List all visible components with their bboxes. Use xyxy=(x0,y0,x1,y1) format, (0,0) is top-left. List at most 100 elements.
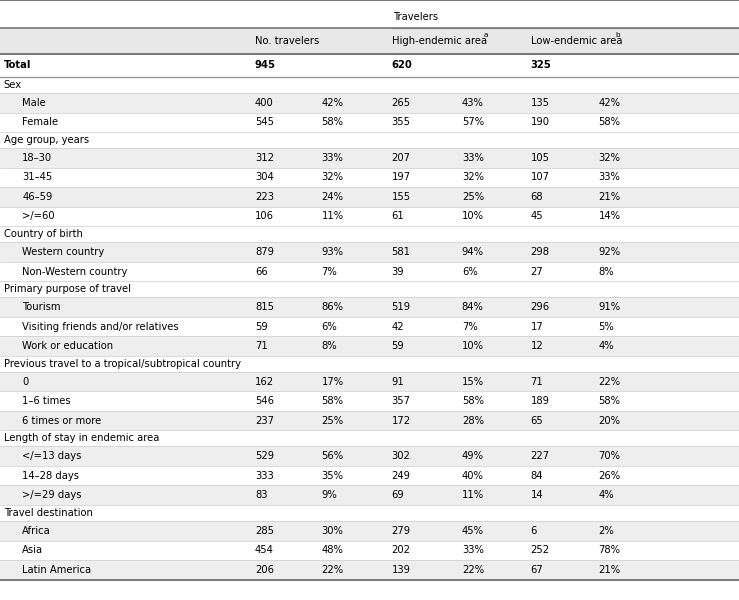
Text: Tourism: Tourism xyxy=(22,302,61,312)
Text: 106: 106 xyxy=(255,211,274,221)
Text: High-endemic area: High-endemic area xyxy=(392,36,487,46)
Text: 249: 249 xyxy=(392,471,411,481)
Text: 43%: 43% xyxy=(462,98,484,108)
Bar xyxy=(0,485,739,505)
Text: 197: 197 xyxy=(392,172,411,182)
Text: 92%: 92% xyxy=(599,247,621,257)
Text: 155: 155 xyxy=(392,192,411,202)
Text: 30%: 30% xyxy=(321,526,344,536)
Text: Age group, years: Age group, years xyxy=(4,135,89,145)
Text: 26%: 26% xyxy=(599,471,621,481)
Text: 42: 42 xyxy=(392,322,404,332)
Text: Visiting friends and/or relatives: Visiting friends and/or relatives xyxy=(22,322,179,332)
Text: 14: 14 xyxy=(531,490,543,500)
Text: 58%: 58% xyxy=(321,118,344,127)
Bar xyxy=(0,113,739,132)
Text: 20%: 20% xyxy=(599,416,621,425)
Text: 35%: 35% xyxy=(321,471,344,481)
Text: 93%: 93% xyxy=(321,247,344,257)
Text: 207: 207 xyxy=(392,153,411,163)
Text: 24%: 24% xyxy=(321,192,344,202)
Text: 45: 45 xyxy=(531,211,543,221)
Text: 46–59: 46–59 xyxy=(22,192,52,202)
Text: 15%: 15% xyxy=(462,377,484,386)
Bar xyxy=(0,356,739,372)
Text: 22%: 22% xyxy=(462,565,484,575)
Text: 206: 206 xyxy=(255,565,274,575)
Text: 70%: 70% xyxy=(599,451,621,461)
Text: Female: Female xyxy=(22,118,58,127)
Text: 14%: 14% xyxy=(599,211,621,221)
Text: Total: Total xyxy=(4,61,31,70)
Text: 2%: 2% xyxy=(599,526,614,536)
Text: 91: 91 xyxy=(392,377,404,386)
Text: 162: 162 xyxy=(255,377,274,386)
Text: Work or education: Work or education xyxy=(22,341,113,351)
Text: Primary purpose of travel: Primary purpose of travel xyxy=(4,284,131,294)
Text: 71: 71 xyxy=(255,341,268,351)
Bar xyxy=(0,505,739,521)
Text: 42%: 42% xyxy=(599,98,621,108)
Text: 9%: 9% xyxy=(321,490,337,500)
Text: 22%: 22% xyxy=(321,565,344,575)
Text: 58%: 58% xyxy=(321,396,344,406)
Text: 14–28 days: 14–28 days xyxy=(22,471,79,481)
Text: </=13 days: </=13 days xyxy=(22,451,81,461)
Text: No. travelers: No. travelers xyxy=(255,36,319,46)
Bar xyxy=(0,521,739,541)
Bar xyxy=(0,541,739,560)
Bar xyxy=(0,28,739,53)
Bar xyxy=(0,206,739,226)
Text: 59: 59 xyxy=(255,322,268,332)
Text: 78%: 78% xyxy=(599,545,621,556)
Text: 33%: 33% xyxy=(599,172,621,182)
Text: 519: 519 xyxy=(392,302,411,312)
Text: 227: 227 xyxy=(531,451,550,461)
Bar xyxy=(0,242,739,262)
Text: 237: 237 xyxy=(255,416,274,425)
Bar xyxy=(0,77,739,93)
Text: 5%: 5% xyxy=(599,322,614,332)
Bar xyxy=(0,148,739,167)
Text: 4%: 4% xyxy=(599,490,614,500)
Text: 0: 0 xyxy=(22,377,28,386)
Text: 252: 252 xyxy=(531,545,550,556)
Text: 8%: 8% xyxy=(599,266,614,277)
Text: 8%: 8% xyxy=(321,341,337,351)
Text: 279: 279 xyxy=(392,526,411,536)
Text: 355: 355 xyxy=(392,118,411,127)
Text: 7%: 7% xyxy=(462,322,477,332)
Text: 25%: 25% xyxy=(462,192,484,202)
Text: 33%: 33% xyxy=(462,153,484,163)
Text: 58%: 58% xyxy=(599,118,621,127)
Text: 945: 945 xyxy=(255,61,276,70)
Bar xyxy=(0,446,739,466)
Text: 139: 139 xyxy=(392,565,411,575)
Text: 61: 61 xyxy=(392,211,404,221)
Text: 135: 135 xyxy=(531,98,550,108)
Text: 56%: 56% xyxy=(321,451,344,461)
Text: 454: 454 xyxy=(255,545,274,556)
Bar xyxy=(0,560,739,580)
Bar xyxy=(0,372,739,391)
Text: 190: 190 xyxy=(531,118,550,127)
Text: 545: 545 xyxy=(255,118,274,127)
Text: 4%: 4% xyxy=(599,341,614,351)
Text: 1–6 times: 1–6 times xyxy=(22,396,71,406)
Text: Non-Western country: Non-Western country xyxy=(22,266,128,277)
Text: 42%: 42% xyxy=(321,98,344,108)
Text: >/=60: >/=60 xyxy=(22,211,55,221)
Text: 86%: 86% xyxy=(321,302,344,312)
Text: Latin America: Latin America xyxy=(22,565,92,575)
Text: 33%: 33% xyxy=(321,153,344,163)
Bar xyxy=(0,466,739,485)
Text: 529: 529 xyxy=(255,451,274,461)
Text: 333: 333 xyxy=(255,471,273,481)
Text: 84: 84 xyxy=(531,471,543,481)
Text: 302: 302 xyxy=(392,451,411,461)
Text: 223: 223 xyxy=(255,192,274,202)
Text: Male: Male xyxy=(22,98,46,108)
Bar xyxy=(0,580,739,582)
Text: 265: 265 xyxy=(392,98,411,108)
Text: 33%: 33% xyxy=(462,545,484,556)
